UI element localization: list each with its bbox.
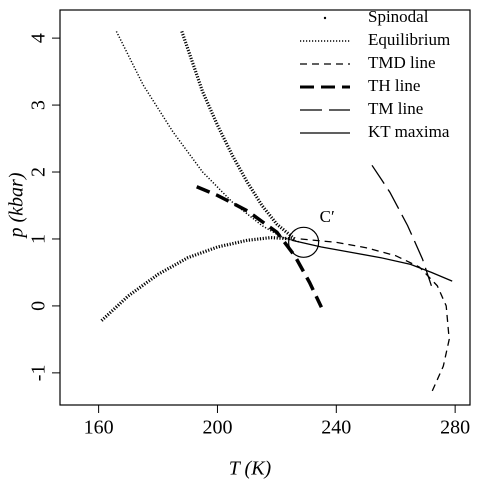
annotation-circle bbox=[288, 226, 320, 258]
legend-label: TH line bbox=[368, 76, 420, 95]
x-tick-label: 200 bbox=[202, 417, 232, 439]
legend-label: KT maxima bbox=[368, 122, 450, 141]
series-line bbox=[100, 30, 296, 322]
y-tick-label: -1 bbox=[28, 365, 50, 382]
series-line bbox=[196, 185, 323, 309]
y-tick-label: 4 bbox=[28, 33, 50, 43]
y-axis-label: p (kbar) bbox=[6, 172, 28, 239]
series-line bbox=[371, 164, 433, 287]
y-tick-label: 2 bbox=[28, 167, 50, 177]
annotation-label: C′ bbox=[320, 207, 335, 226]
y-tick-label: 0 bbox=[28, 301, 50, 311]
legend-label: TM line bbox=[368, 99, 423, 118]
legend-label: Equilibrium bbox=[368, 30, 450, 49]
legend-label: TMD line bbox=[368, 53, 436, 72]
legend-swatch bbox=[323, 16, 327, 20]
series-line bbox=[115, 31, 301, 244]
series-line bbox=[291, 239, 453, 282]
y-tick-label: 3 bbox=[28, 100, 50, 110]
series-line bbox=[300, 238, 450, 394]
plot-frame bbox=[59, 9, 471, 406]
y-tick-label: 1 bbox=[28, 234, 50, 244]
x-tick-label: 240 bbox=[321, 417, 351, 439]
legend-label: Spinodal bbox=[368, 7, 429, 26]
x-axis-label: T (K) bbox=[229, 458, 272, 480]
x-tick-label: 280 bbox=[440, 417, 470, 439]
x-tick-label: 160 bbox=[84, 417, 114, 439]
